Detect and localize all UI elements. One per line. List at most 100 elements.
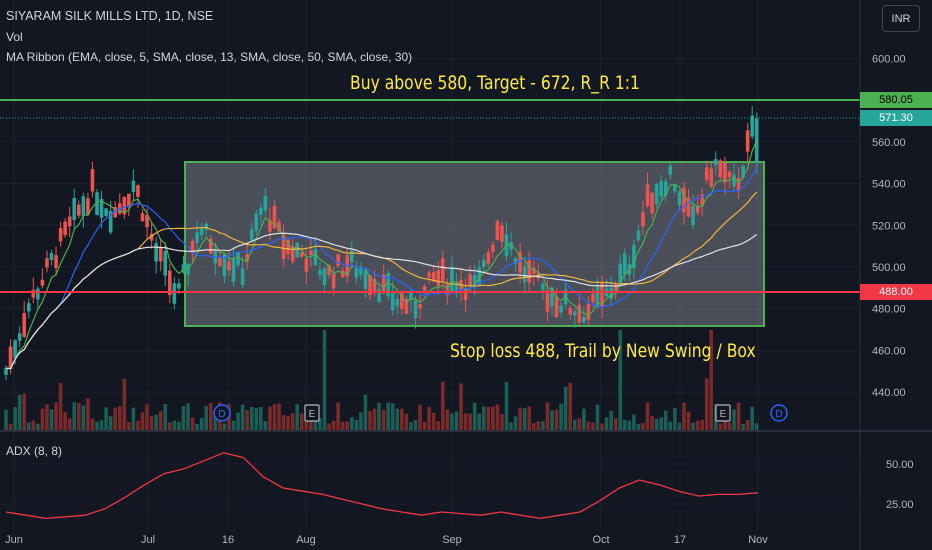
- volume-bar: [545, 402, 550, 430]
- volume-bar: [532, 423, 536, 430]
- volume-bar: [199, 417, 204, 430]
- volume-bar: [704, 378, 709, 430]
- time-tick-label: Nov: [748, 534, 768, 546]
- time-tick-label: Aug: [296, 534, 316, 546]
- candle-body: [168, 270, 172, 296]
- candle-body: [663, 181, 668, 196]
- volume-legend[interactable]: Vol: [6, 30, 23, 44]
- volume-bar: [459, 383, 463, 430]
- candle-body: [140, 213, 145, 222]
- candle-body: [199, 227, 204, 235]
- candle-body: [386, 272, 390, 297]
- candle-body: [463, 289, 468, 300]
- candle-body: [354, 268, 359, 278]
- volume-bar: [86, 398, 90, 430]
- volume-bar: [691, 422, 695, 430]
- volume-bar: [277, 403, 281, 430]
- candle-body: [154, 243, 158, 262]
- candle-body: [404, 298, 409, 314]
- volume-bar: [486, 407, 491, 430]
- volume-bar: [149, 415, 154, 430]
- volume-bar: [286, 415, 290, 430]
- volume-bar: [563, 386, 568, 430]
- candle-body: [654, 184, 659, 205]
- adx-tick-label: 25.00: [886, 499, 914, 511]
- price-tick-label: 560.00: [872, 137, 906, 149]
- volume-bar: [131, 407, 136, 430]
- buy-level-tag: 580.05: [860, 92, 932, 108]
- candle-body: [54, 255, 58, 268]
- volume-bar: [654, 418, 659, 430]
- currency-button[interactable]: INR: [882, 5, 920, 32]
- volume-bar: [177, 421, 181, 430]
- candle-body: [17, 333, 22, 341]
- ma-ribbon: [5, 139, 758, 370]
- volume-bar: [422, 421, 427, 430]
- candle-body: [350, 250, 354, 263]
- volume-bar: [322, 330, 327, 430]
- candle-body: [591, 293, 595, 303]
- ma-13-line: [5, 167, 758, 370]
- candle-body: [58, 228, 63, 242]
- candle-body: [450, 266, 454, 292]
- volume-bar: [623, 419, 627, 430]
- ma-ribbon-legend[interactable]: MA Ribbon (EMA, close, 5, SMA, close, 13…: [6, 50, 413, 64]
- volume-bar: [368, 411, 372, 430]
- volume-bar: [67, 418, 72, 430]
- candle-body: [377, 288, 381, 303]
- candle-body: [290, 246, 295, 262]
- candle-body: [22, 313, 26, 337]
- volume-bar: [745, 420, 750, 430]
- volume-bar: [127, 421, 131, 430]
- candle-body: [286, 239, 290, 254]
- candle-body: [381, 274, 386, 294]
- volume-bar: [8, 423, 13, 430]
- candle-body: [541, 283, 545, 291]
- volume-bar: [618, 330, 623, 430]
- candle-body: [95, 192, 99, 216]
- volume-bar: [90, 418, 95, 430]
- volume-bar: [450, 413, 454, 430]
- candle-body: [650, 192, 654, 214]
- volume-bar: [609, 410, 613, 430]
- earnings-marker-label: E: [309, 409, 316, 420]
- candle-body: [595, 286, 600, 308]
- volume-bar: [236, 412, 240, 430]
- volume-bar: [4, 409, 8, 430]
- volume-bar: [404, 413, 409, 430]
- candle-body: [186, 263, 190, 275]
- volume-bar: [354, 419, 359, 430]
- volume-bar: [195, 423, 199, 430]
- candle-body: [518, 252, 522, 273]
- candle-body: [309, 250, 313, 255]
- volume-bar: [95, 421, 99, 430]
- volume-bar: [359, 412, 363, 430]
- candle-body: [418, 304, 422, 309]
- volume-bar: [454, 411, 459, 430]
- price-tick-label: 480.00: [872, 304, 906, 316]
- volume-bar: [331, 420, 336, 430]
- volume-bar: [495, 404, 500, 430]
- adx-legend[interactable]: ADX (8, 8): [6, 444, 62, 458]
- adx-axis-ticks: 50.00 25.00: [886, 459, 914, 511]
- candle-body: [613, 284, 618, 292]
- volume-bar: [491, 406, 495, 430]
- candle-body: [600, 283, 604, 307]
- candle-body: [263, 195, 268, 211]
- candle-body: [181, 264, 186, 272]
- volume-bar: [99, 420, 104, 430]
- candle-body: [695, 206, 700, 213]
- volume-bar: [381, 409, 386, 430]
- candle-body: [231, 258, 236, 282]
- candle-body: [677, 191, 682, 206]
- candle-body: [313, 249, 318, 266]
- volume-bar: [481, 406, 486, 430]
- last-price-tag: 571.30: [860, 110, 932, 126]
- candle-body: [572, 311, 577, 316]
- volume-bar: [204, 406, 208, 430]
- candle-body: [67, 216, 72, 227]
- candle-body: [195, 232, 199, 243]
- candle-body: [714, 159, 718, 166]
- volume-bar: [172, 420, 177, 430]
